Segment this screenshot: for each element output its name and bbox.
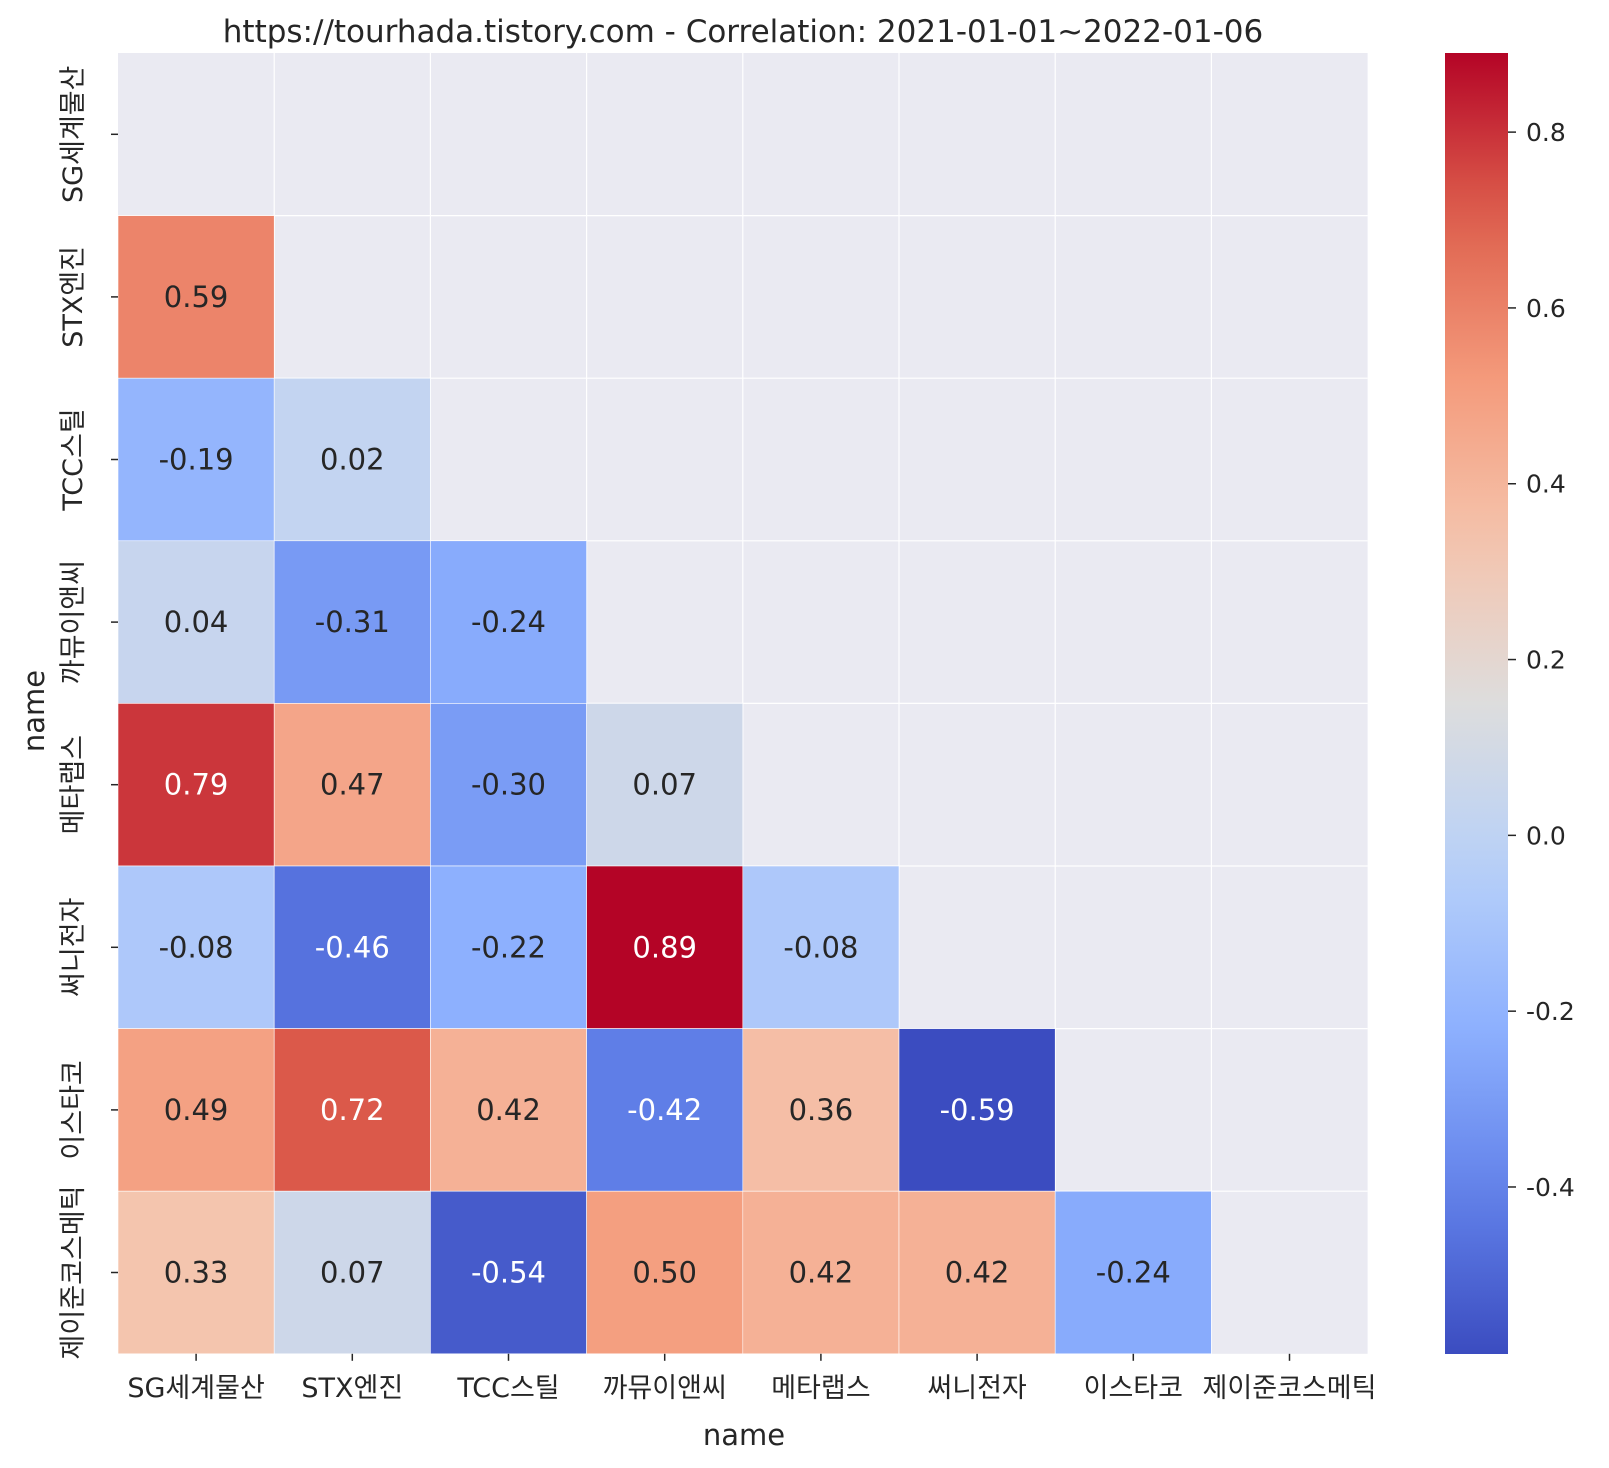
cell-value-label: 0.42 bbox=[789, 1256, 854, 1290]
cell-value-label: -0.08 bbox=[783, 930, 858, 964]
x-tick-label: 이스타코 bbox=[1084, 1373, 1183, 1404]
heatmap-cell bbox=[1054, 1190, 1212, 1355]
colorbar-tick-label: 0.2 bbox=[1526, 646, 1566, 675]
cell-value-label: -0.19 bbox=[159, 443, 234, 477]
cell-value-label: 0.59 bbox=[164, 280, 229, 314]
heatmap-cell bbox=[273, 377, 431, 542]
cell-value-label: 0.42 bbox=[476, 1093, 541, 1127]
heatmap-cell bbox=[586, 1028, 744, 1192]
y-tick-label: 메타랩스 bbox=[58, 735, 89, 834]
cell-value-label: -0.54 bbox=[471, 1256, 546, 1290]
heatmap-cell bbox=[898, 1028, 1056, 1192]
cell-value-label: -0.08 bbox=[159, 930, 234, 964]
cell-value-label: -0.24 bbox=[471, 605, 546, 639]
x-axis-label: name bbox=[703, 1418, 785, 1452]
cell-value-label: 0.02 bbox=[320, 443, 385, 477]
cell-value-label: 0.47 bbox=[320, 768, 385, 802]
cell-value-label: 0.07 bbox=[632, 768, 697, 802]
heatmap-cell bbox=[117, 1028, 275, 1192]
heatmap-cell bbox=[430, 1190, 587, 1355]
cell-value-label: -0.42 bbox=[627, 1093, 702, 1127]
heatmap-cell bbox=[430, 540, 587, 704]
cell-value-label: 0.36 bbox=[789, 1093, 854, 1127]
colorbar-tick-label: -0.4 bbox=[1526, 1173, 1575, 1202]
heatmap-grid bbox=[117, 53, 1368, 1355]
heatmap-cell bbox=[273, 703, 431, 867]
cell-value-label: 0.89 bbox=[632, 930, 697, 964]
y-tick-label: 까뮤이앤씨 bbox=[58, 560, 89, 684]
cell-value-label: -0.31 bbox=[315, 605, 390, 639]
cell-value-label: 0.04 bbox=[164, 605, 229, 639]
x-tick-label: STX엔진 bbox=[301, 1373, 403, 1404]
x-axis-ticks: SG세계물산 STX엔진 TCC스틸 까뮤이앤씨 메타랩스 써니전자 이스타코 제이준코스메틱 bbox=[127, 1353, 1377, 1404]
cell-value-label: -0.46 bbox=[315, 930, 390, 964]
cell-value-label: 0.49 bbox=[164, 1093, 229, 1127]
cell-value-label: -0.30 bbox=[471, 768, 546, 802]
heatmap-cell bbox=[273, 1190, 431, 1355]
colorbar-tick-label: -0.2 bbox=[1526, 997, 1575, 1026]
colorbar-tick-label: 0.8 bbox=[1526, 118, 1566, 147]
y-tick-label: TCC스틸 bbox=[58, 408, 89, 511]
heatmap-cell bbox=[117, 540, 275, 704]
x-tick-label: 메타랩스 bbox=[771, 1373, 870, 1404]
heatmap-cell bbox=[273, 1028, 431, 1192]
heatmap-cell bbox=[430, 865, 587, 1029]
y-tick-label: 이스타코 bbox=[58, 1060, 89, 1159]
y-axis-label: name bbox=[17, 670, 51, 752]
heatmap-cell bbox=[117, 703, 275, 867]
x-tick-label: 써니전자 bbox=[927, 1373, 1027, 1404]
colorbar-tick-label: 0.6 bbox=[1526, 294, 1566, 323]
x-tick-label: 까뮤이앤씨 bbox=[603, 1373, 727, 1404]
heatmap-cell bbox=[117, 865, 275, 1029]
cell-value-label: -0.59 bbox=[940, 1093, 1015, 1127]
y-tick-label: 써니전자 bbox=[58, 897, 89, 997]
heatmap-cell bbox=[586, 1190, 744, 1355]
colorbar-tick-label: 0.4 bbox=[1526, 470, 1566, 499]
y-tick-label: SG세계물산 bbox=[58, 66, 89, 203]
heatmap-cell bbox=[742, 1028, 900, 1192]
colorbar-ticks: -0.4 -0.2 0.0 0.2 0.4 0.6 0.8 bbox=[1508, 118, 1575, 1202]
heatmap-cell bbox=[742, 1190, 900, 1355]
colorbar bbox=[1445, 53, 1508, 1354]
heatmap-cell bbox=[586, 865, 744, 1029]
y-tick-label: STX엔진 bbox=[58, 246, 89, 348]
x-tick-label: 제이준코스메틱 bbox=[1203, 1373, 1377, 1404]
x-tick-label: TCC스틸 bbox=[456, 1373, 559, 1404]
heatmap-cell bbox=[117, 215, 275, 379]
heatmap-cell bbox=[898, 1190, 1056, 1355]
colorbar-tick-label: 0.0 bbox=[1526, 821, 1566, 850]
cell-value-label: 0.72 bbox=[320, 1093, 385, 1127]
heatmap-cell bbox=[742, 865, 900, 1029]
y-tick-label: 제이준코스메틱 bbox=[58, 1186, 89, 1360]
heatmap-cell bbox=[430, 703, 587, 867]
cell-value-label: 0.33 bbox=[164, 1256, 229, 1290]
cell-annotations: 0.59 -0.19 0.02 0.04 -0.31 -0.24 0.79 0.47 -0.30… bbox=[159, 280, 1171, 1290]
chart-title: https://tourhada.tistory.com - Correlati… bbox=[223, 14, 1263, 50]
heatmap-cell bbox=[117, 1190, 275, 1355]
cell-value-label: 0.42 bbox=[945, 1256, 1010, 1290]
cell-value-label: 0.79 bbox=[164, 768, 229, 802]
cell-value-label: 0.50 bbox=[632, 1256, 697, 1290]
cell-value-label: 0.07 bbox=[320, 1256, 385, 1290]
x-tick-label: SG세계물산 bbox=[127, 1373, 264, 1404]
cell-value-label: -0.22 bbox=[471, 930, 546, 964]
cell-value-label: -0.24 bbox=[1096, 1256, 1171, 1290]
